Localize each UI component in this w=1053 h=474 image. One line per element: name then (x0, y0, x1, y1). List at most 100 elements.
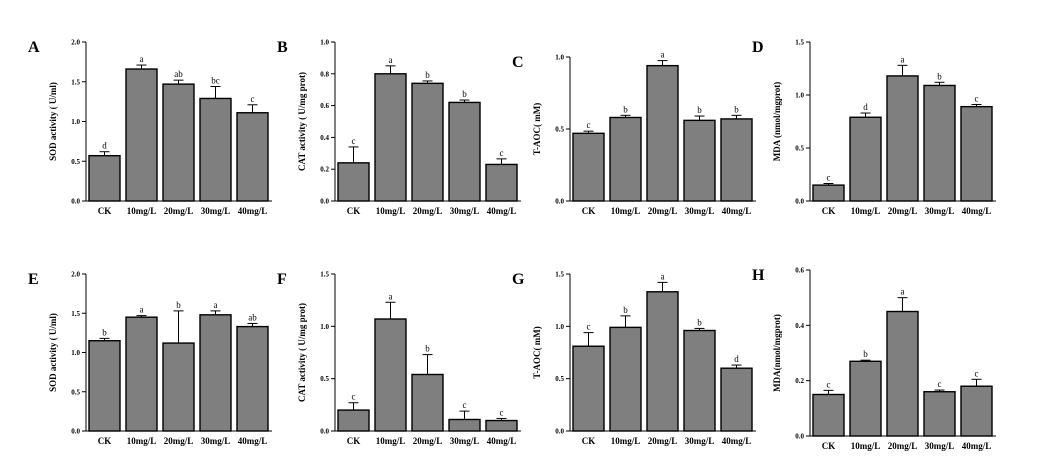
panel-h: H 0.0 0.2 0.4 0.6 MDA(nmol/mgprot) c CK b 10mg/L a… (752, 267, 996, 451)
y-tick-label: 0.6 (320, 102, 329, 110)
y-axis-title: MDA(nmol/mgprot) (772, 314, 782, 392)
bar (886, 310, 919, 437)
y-tick-label: 0.5 (71, 388, 80, 396)
bar (448, 101, 481, 202)
bar (88, 340, 121, 432)
bar (411, 82, 444, 202)
bar (448, 418, 481, 432)
y-tick-label: 0.4 (320, 134, 329, 142)
category-label: 10mg/L (127, 206, 157, 216)
category-label: 30mg/L (201, 436, 231, 446)
category-label: 40mg/L (487, 436, 517, 446)
y-tick-label: 0.5 (71, 158, 80, 166)
significance-letter: a (901, 54, 905, 64)
significance-letter: c (587, 120, 591, 130)
significance-letter: a (389, 291, 393, 301)
y-axis-title: SOD activity ( U/ml) (48, 82, 58, 161)
y-tick-label: 1.0 (71, 349, 80, 357)
bar (683, 119, 716, 202)
bar (125, 316, 158, 432)
bar (960, 385, 993, 437)
bar (720, 118, 753, 202)
significance-letter: d (102, 141, 107, 151)
bar (337, 409, 370, 432)
bar (88, 154, 121, 202)
y-axis-title: MDA (nmol/mgprot) (772, 82, 782, 162)
category-label: CK (347, 436, 361, 446)
significance-letter: d (734, 354, 739, 364)
panel-letter: E (28, 271, 39, 288)
bar (960, 105, 993, 202)
y-tick-label: 0.5 (555, 126, 564, 134)
category-label: CK (822, 206, 836, 216)
y-tick-label: 1.5 (555, 271, 564, 279)
category-label: 30mg/L (925, 206, 955, 216)
significance-letter: c (352, 136, 356, 146)
bar (572, 345, 605, 432)
significance-letter: a (140, 54, 144, 64)
y-tick-label: 0.5 (795, 145, 804, 153)
y-tick-label: 1.5 (795, 39, 804, 47)
y-axis-title: CAT activity ( U/mg prot) (297, 303, 307, 402)
significance-letter: c (500, 407, 504, 417)
bar (162, 342, 195, 432)
significance-letter: a (661, 271, 665, 281)
significance-letter: c (463, 400, 467, 410)
panel-d: D 0.0 0.5 1.0 1.5 MDA (nmol/mgprot) c CK d 10mg/L… (752, 39, 996, 216)
y-axis-title: T-AOC( mM) (532, 103, 542, 155)
category-label: 20mg/L (648, 436, 678, 446)
significance-letter: c (975, 368, 979, 378)
category-label: 30mg/L (450, 206, 480, 216)
y-tick-label: 0.0 (71, 198, 80, 206)
y-tick-label: 0.2 (320, 166, 329, 174)
panel-letter: C (512, 54, 524, 71)
y-tick-label: 1.5 (71, 310, 80, 318)
significance-letter: c (500, 148, 504, 158)
y-tick-label: 0.0 (555, 428, 564, 436)
y-axis-title: SOD activity ( U/ml) (48, 313, 58, 392)
y-tick-label: 1.0 (795, 92, 804, 100)
significance-letter: a (901, 287, 905, 297)
significance-letter: c (827, 379, 831, 389)
y-tick-label: 0.6 (795, 267, 804, 275)
significance-letter: b (734, 104, 739, 114)
y-tick-label: 0.4 (795, 322, 804, 330)
category-label: 20mg/L (888, 441, 918, 451)
significance-letter: c (938, 379, 942, 389)
y-tick-label: 0.0 (320, 198, 329, 206)
panel-g: G 0.0 0.5 1.0 1.5 T-AOC( mM) c CK b 10mg/L a 20mg/L… (512, 271, 756, 446)
significance-letter: a (140, 305, 144, 315)
y-tick-label: 1.5 (320, 271, 329, 279)
y-tick-label: 0.0 (320, 428, 329, 436)
y-tick-label: 0.0 (71, 428, 80, 436)
significance-letter: b (623, 305, 628, 315)
category-label: 40mg/L (238, 206, 268, 216)
y-tick-label: 1.0 (320, 323, 329, 331)
significance-letter: b (863, 349, 868, 359)
y-tick-label: 0.5 (555, 375, 564, 383)
category-label: 20mg/L (164, 206, 194, 216)
category-label: 40mg/L (722, 436, 752, 446)
category-label: 20mg/L (164, 436, 194, 446)
bar (923, 391, 956, 437)
bar (646, 64, 679, 202)
category-label: 30mg/L (685, 206, 715, 216)
significance-letter: bc (211, 76, 220, 86)
y-tick-label: 0.0 (555, 198, 564, 206)
y-tick-label: 1.0 (555, 54, 564, 62)
bar (199, 314, 232, 432)
significance-letter: c (251, 94, 255, 104)
significance-letter: ab (248, 312, 257, 322)
y-tick-label: 2.0 (71, 271, 80, 279)
bar (609, 116, 642, 202)
significance-letter: b (425, 344, 430, 354)
bar (572, 132, 605, 202)
category-label: CK (98, 436, 112, 446)
category-label: 10mg/L (376, 436, 406, 446)
panel-letter: A (28, 39, 40, 56)
panel-letter: G (512, 271, 525, 288)
bar (485, 163, 518, 202)
bar (646, 291, 679, 432)
category-label: 40mg/L (962, 206, 992, 216)
